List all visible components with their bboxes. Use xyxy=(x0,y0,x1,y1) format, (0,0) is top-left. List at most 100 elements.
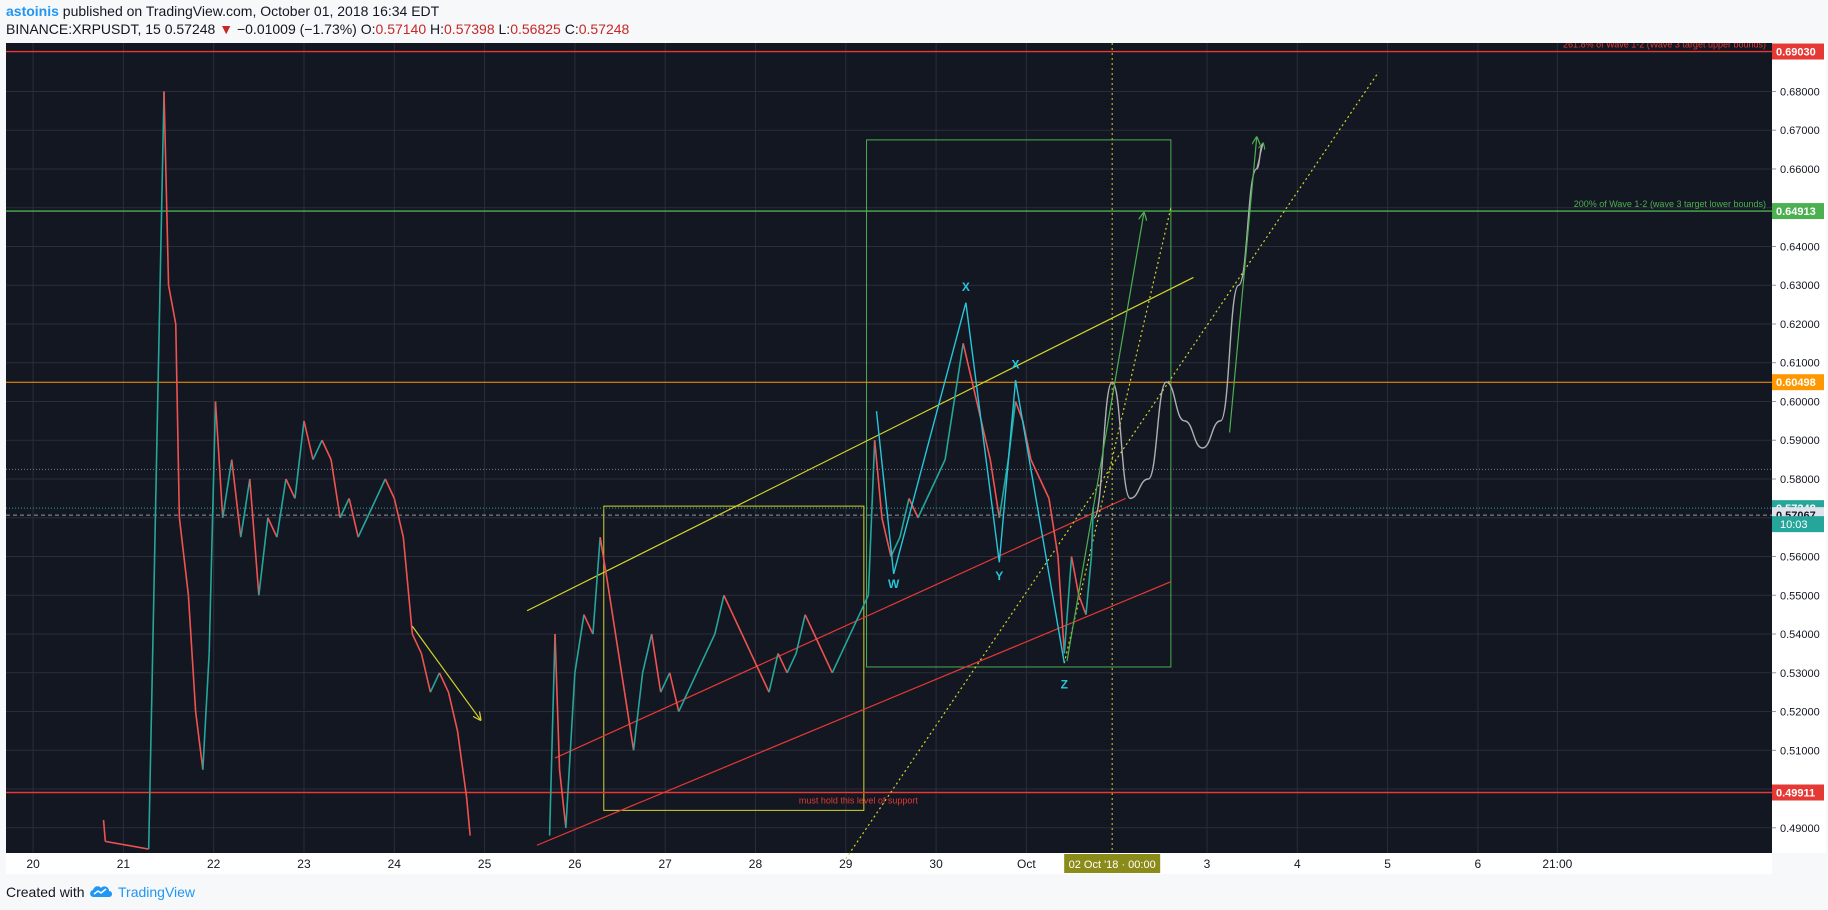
price-segment xyxy=(429,672,441,693)
projection-path[interactable] xyxy=(1093,143,1264,519)
price-segment xyxy=(267,517,278,538)
x-tick-label: 23 xyxy=(297,857,311,871)
y-tick-label: 0.55000 xyxy=(1780,590,1820,602)
arrow[interactable] xyxy=(1066,214,1144,662)
price-segment xyxy=(178,517,190,596)
range-box[interactable] xyxy=(866,139,1172,668)
price-segment xyxy=(438,672,450,693)
arrow[interactable] xyxy=(411,625,480,719)
price-segment xyxy=(614,633,626,693)
open-label: O: xyxy=(360,21,376,37)
price-segment xyxy=(786,653,797,674)
price-segment xyxy=(1039,478,1050,499)
close-label: C: xyxy=(564,21,579,37)
price-segment xyxy=(411,633,423,654)
price-segment xyxy=(105,840,149,850)
wave-label: W xyxy=(888,577,900,591)
price-segment xyxy=(678,691,689,712)
price-segment xyxy=(917,498,928,519)
price-segment xyxy=(565,672,576,828)
symbol-label: BINANCE:XRPUSDT, 15 xyxy=(6,21,161,37)
chart-header: astoinis published on TradingView.com, O… xyxy=(0,0,1828,43)
price-label-text: 0.49911 xyxy=(1776,788,1815,800)
price-segment xyxy=(659,672,671,693)
x-tick-label: 4 xyxy=(1294,857,1301,871)
price-segment xyxy=(357,517,368,538)
x-tick-label: 20 xyxy=(26,857,40,871)
y-tick-label: 0.58000 xyxy=(1780,474,1820,486)
tradingview-cloud-icon[interactable] xyxy=(88,883,114,899)
price-segment xyxy=(741,633,752,654)
price-segment xyxy=(447,691,459,732)
x-tick-label: 21:00 xyxy=(1542,857,1572,871)
price-segment xyxy=(147,672,154,850)
wave-path[interactable] xyxy=(875,302,1066,664)
y-tick-label: 0.56000 xyxy=(1780,552,1820,564)
x-tick-label: 3 xyxy=(1204,857,1211,871)
price-segment xyxy=(714,595,725,635)
last-price: 0.57248 xyxy=(164,21,216,37)
price-segment xyxy=(330,459,341,518)
trendline[interactable] xyxy=(526,276,1194,612)
y-tick-label: 0.53000 xyxy=(1780,668,1820,680)
price-segment xyxy=(750,653,761,674)
price-segment xyxy=(420,653,432,693)
trendline[interactable] xyxy=(536,581,1172,846)
x-tick-label: 30 xyxy=(929,857,943,871)
price-segment xyxy=(583,614,594,635)
price-segment xyxy=(366,498,377,519)
price-segment xyxy=(723,594,734,615)
countdown-label: 10:03 xyxy=(1780,519,1808,531)
price-label-text: 0.60498 xyxy=(1776,377,1816,389)
x-tick-label: 29 xyxy=(839,857,853,871)
author-link[interactable]: astoinis xyxy=(6,3,59,19)
price-segment xyxy=(641,633,653,673)
price-segment xyxy=(402,537,414,635)
price-segment xyxy=(804,614,815,635)
arrow[interactable] xyxy=(1228,138,1257,433)
price-segment xyxy=(623,692,635,751)
cursor-date-box xyxy=(1064,854,1161,873)
price-segment xyxy=(156,91,165,402)
publish-info: astoinis published on TradingView.com, O… xyxy=(6,3,439,19)
y-tick-label: 0.49000 xyxy=(1780,823,1820,835)
price-segment xyxy=(849,614,861,635)
price-segment xyxy=(953,343,964,402)
wave-label: Y xyxy=(995,569,1003,583)
x-tick-label: 22 xyxy=(207,857,221,871)
price-segment xyxy=(1048,498,1059,557)
range-box[interactable] xyxy=(603,505,865,811)
trendline[interactable] xyxy=(845,71,1380,860)
price-axis[interactable] xyxy=(1772,43,1826,853)
price-label-box xyxy=(1772,374,1824,391)
price-segment xyxy=(599,537,608,577)
tradingview-brand[interactable]: TradingView xyxy=(118,884,196,900)
price-segment xyxy=(202,653,210,770)
wave-label: X xyxy=(1012,357,1020,371)
low-label: L: xyxy=(498,21,511,37)
price-segment xyxy=(813,633,824,654)
y-tick-label: 0.60000 xyxy=(1780,396,1820,408)
plot-background[interactable] xyxy=(6,43,1772,853)
price-segment xyxy=(465,796,471,836)
published-text: published on TradingView.com, October 01… xyxy=(62,3,440,19)
price-segment xyxy=(102,819,107,842)
price-segment xyxy=(456,730,468,797)
price-segment xyxy=(831,653,843,674)
price-segment xyxy=(926,478,937,499)
price-segment xyxy=(1085,556,1093,615)
time-axis[interactable] xyxy=(6,853,1772,874)
price-label-box xyxy=(1772,784,1824,801)
price-segment xyxy=(276,478,287,538)
price-segment xyxy=(890,536,901,557)
trendline[interactable] xyxy=(554,497,1126,759)
price-segment xyxy=(285,478,296,499)
price-segment xyxy=(321,439,332,460)
price-segment xyxy=(249,478,260,596)
x-tick-label: Oct xyxy=(1017,857,1036,871)
price-segment xyxy=(167,285,177,325)
price-chart[interactable]: W X Y X Z 02 Oct '18 · 00:00 261.8% of Wave … xyxy=(0,43,1828,874)
price-segment xyxy=(944,401,955,460)
price-segment xyxy=(998,459,1010,518)
price-segment xyxy=(935,459,946,480)
